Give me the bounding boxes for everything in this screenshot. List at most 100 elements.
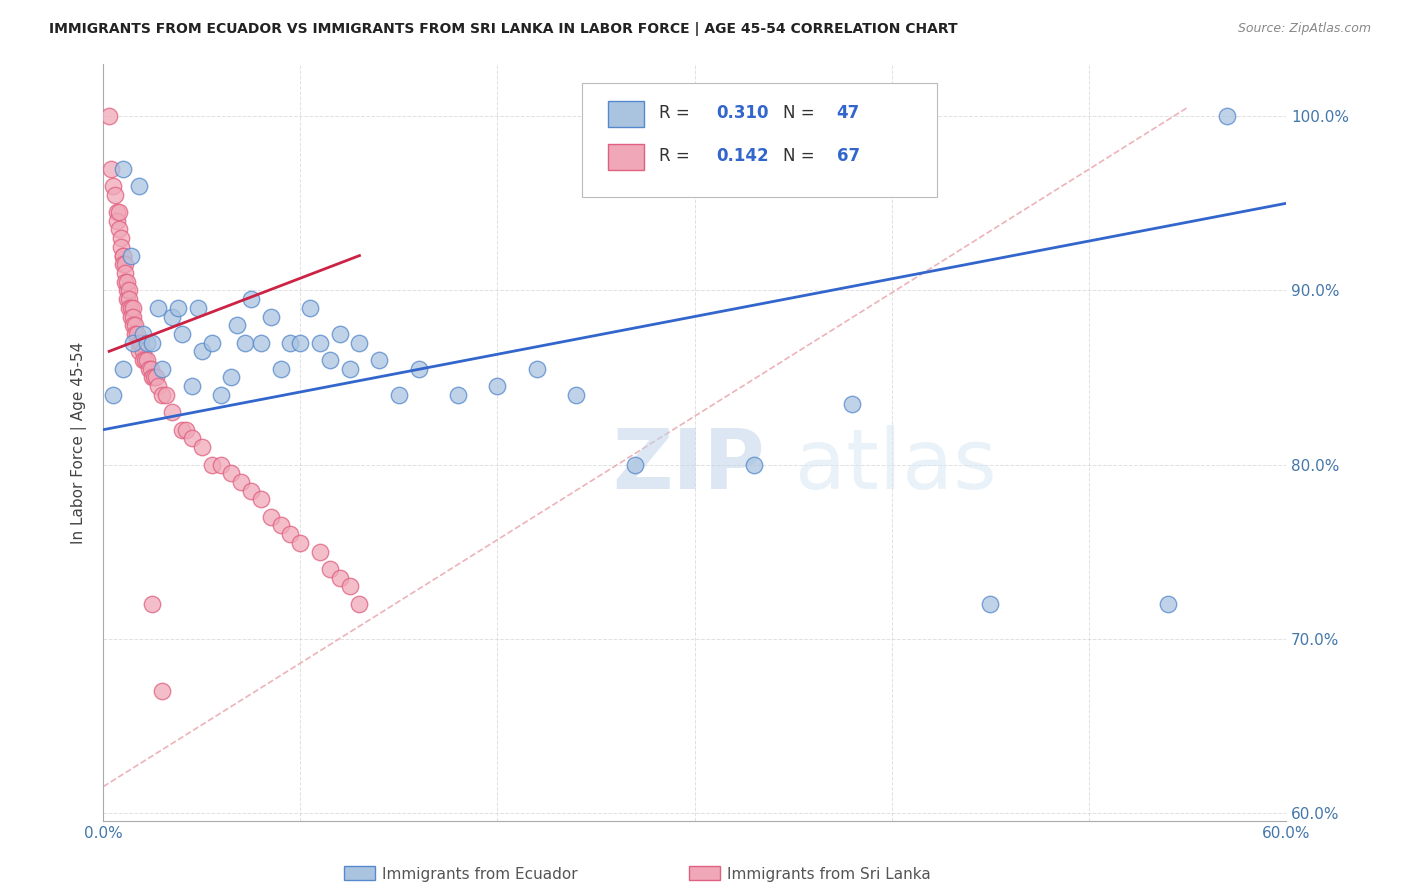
Point bbox=[115, 292, 138, 306]
Point bbox=[118, 284, 141, 298]
Point bbox=[742, 458, 765, 472]
Text: 0.310: 0.310 bbox=[716, 104, 768, 122]
Point bbox=[120, 301, 142, 315]
Point bbox=[240, 292, 263, 306]
Point bbox=[319, 562, 342, 576]
Point bbox=[191, 344, 214, 359]
Point bbox=[128, 344, 150, 359]
Point bbox=[114, 266, 136, 280]
Point bbox=[486, 379, 509, 393]
Point bbox=[108, 205, 131, 219]
Point bbox=[128, 178, 150, 193]
Point bbox=[121, 301, 143, 315]
Point bbox=[368, 353, 391, 368]
Point bbox=[339, 361, 361, 376]
Point bbox=[148, 379, 170, 393]
Point bbox=[111, 249, 134, 263]
Point bbox=[115, 275, 138, 289]
Text: atlas: atlas bbox=[796, 425, 997, 506]
Point bbox=[141, 370, 163, 384]
Point bbox=[131, 326, 153, 341]
Point bbox=[121, 318, 143, 333]
Point bbox=[121, 310, 143, 324]
Point bbox=[121, 335, 143, 350]
Point bbox=[170, 326, 193, 341]
Point bbox=[408, 361, 430, 376]
Point bbox=[124, 326, 146, 341]
Point bbox=[110, 240, 132, 254]
Point bbox=[150, 684, 173, 698]
Point bbox=[115, 284, 138, 298]
Point bbox=[270, 361, 292, 376]
Text: Immigrants from Sri Lanka: Immigrants from Sri Lanka bbox=[727, 867, 931, 881]
Point bbox=[143, 370, 166, 384]
Point bbox=[260, 310, 283, 324]
Point bbox=[150, 388, 173, 402]
Point bbox=[329, 571, 352, 585]
Point bbox=[101, 178, 124, 193]
Point bbox=[104, 187, 127, 202]
Point bbox=[131, 344, 153, 359]
Point bbox=[170, 423, 193, 437]
Point bbox=[131, 353, 153, 368]
Point bbox=[135, 353, 157, 368]
Point bbox=[120, 249, 142, 263]
Point bbox=[299, 301, 322, 315]
Point bbox=[118, 301, 141, 315]
Point bbox=[105, 213, 128, 227]
Point bbox=[111, 249, 134, 263]
Point bbox=[191, 440, 214, 454]
Point bbox=[221, 370, 243, 384]
Point bbox=[565, 388, 588, 402]
Point bbox=[141, 335, 163, 350]
Point bbox=[111, 161, 134, 176]
Text: Source: ZipAtlas.com: Source: ZipAtlas.com bbox=[1237, 22, 1371, 36]
Point bbox=[160, 310, 183, 324]
Point bbox=[290, 335, 312, 350]
Point bbox=[447, 388, 470, 402]
Point bbox=[128, 335, 150, 350]
Point bbox=[260, 509, 283, 524]
Bar bbox=[609, 145, 644, 170]
Y-axis label: In Labor Force | Age 45-54: In Labor Force | Age 45-54 bbox=[72, 342, 87, 544]
Point bbox=[124, 318, 146, 333]
Point bbox=[145, 370, 167, 384]
Point bbox=[339, 579, 361, 593]
Point bbox=[349, 597, 371, 611]
Point bbox=[290, 536, 312, 550]
Point bbox=[319, 353, 342, 368]
Point bbox=[135, 335, 157, 350]
Point bbox=[250, 335, 273, 350]
Text: 67: 67 bbox=[837, 147, 859, 165]
Point bbox=[120, 310, 142, 324]
Text: R =: R = bbox=[659, 147, 695, 165]
Point bbox=[150, 361, 173, 376]
Point bbox=[174, 423, 197, 437]
Point bbox=[280, 527, 302, 541]
Point bbox=[101, 388, 124, 402]
Point bbox=[134, 353, 156, 368]
Point bbox=[148, 301, 170, 315]
Point bbox=[240, 483, 263, 498]
Point bbox=[180, 431, 202, 445]
Point bbox=[129, 335, 152, 350]
Point bbox=[111, 361, 134, 376]
Point bbox=[108, 222, 131, 236]
Point bbox=[138, 361, 160, 376]
Point bbox=[100, 161, 122, 176]
Point bbox=[155, 388, 177, 402]
FancyBboxPatch shape bbox=[582, 83, 936, 196]
Point bbox=[1157, 597, 1180, 611]
Point bbox=[160, 405, 183, 419]
Point bbox=[167, 301, 190, 315]
Point bbox=[114, 257, 136, 271]
Text: IMMIGRANTS FROM ECUADOR VS IMMIGRANTS FROM SRI LANKA IN LABOR FORCE | AGE 45-54 : IMMIGRANTS FROM ECUADOR VS IMMIGRANTS FR… bbox=[49, 22, 957, 37]
Bar bbox=[609, 101, 644, 127]
Point bbox=[280, 335, 302, 350]
Point bbox=[221, 467, 243, 481]
Point bbox=[118, 292, 141, 306]
Point bbox=[1216, 109, 1239, 123]
Point bbox=[180, 379, 202, 393]
Text: N =: N = bbox=[783, 104, 820, 122]
Point bbox=[187, 301, 209, 315]
